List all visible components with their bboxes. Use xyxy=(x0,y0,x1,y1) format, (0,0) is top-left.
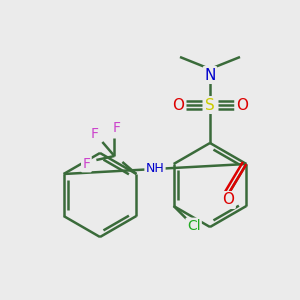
Text: S: S xyxy=(205,98,215,112)
Text: Cl: Cl xyxy=(187,219,200,233)
Text: F: F xyxy=(90,127,98,141)
Text: O: O xyxy=(236,98,248,112)
Text: O: O xyxy=(222,193,234,208)
Text: F: F xyxy=(82,157,90,171)
Text: F: F xyxy=(112,121,120,135)
Text: NH: NH xyxy=(146,163,164,176)
Text: O: O xyxy=(172,98,184,112)
Text: N: N xyxy=(204,68,216,82)
